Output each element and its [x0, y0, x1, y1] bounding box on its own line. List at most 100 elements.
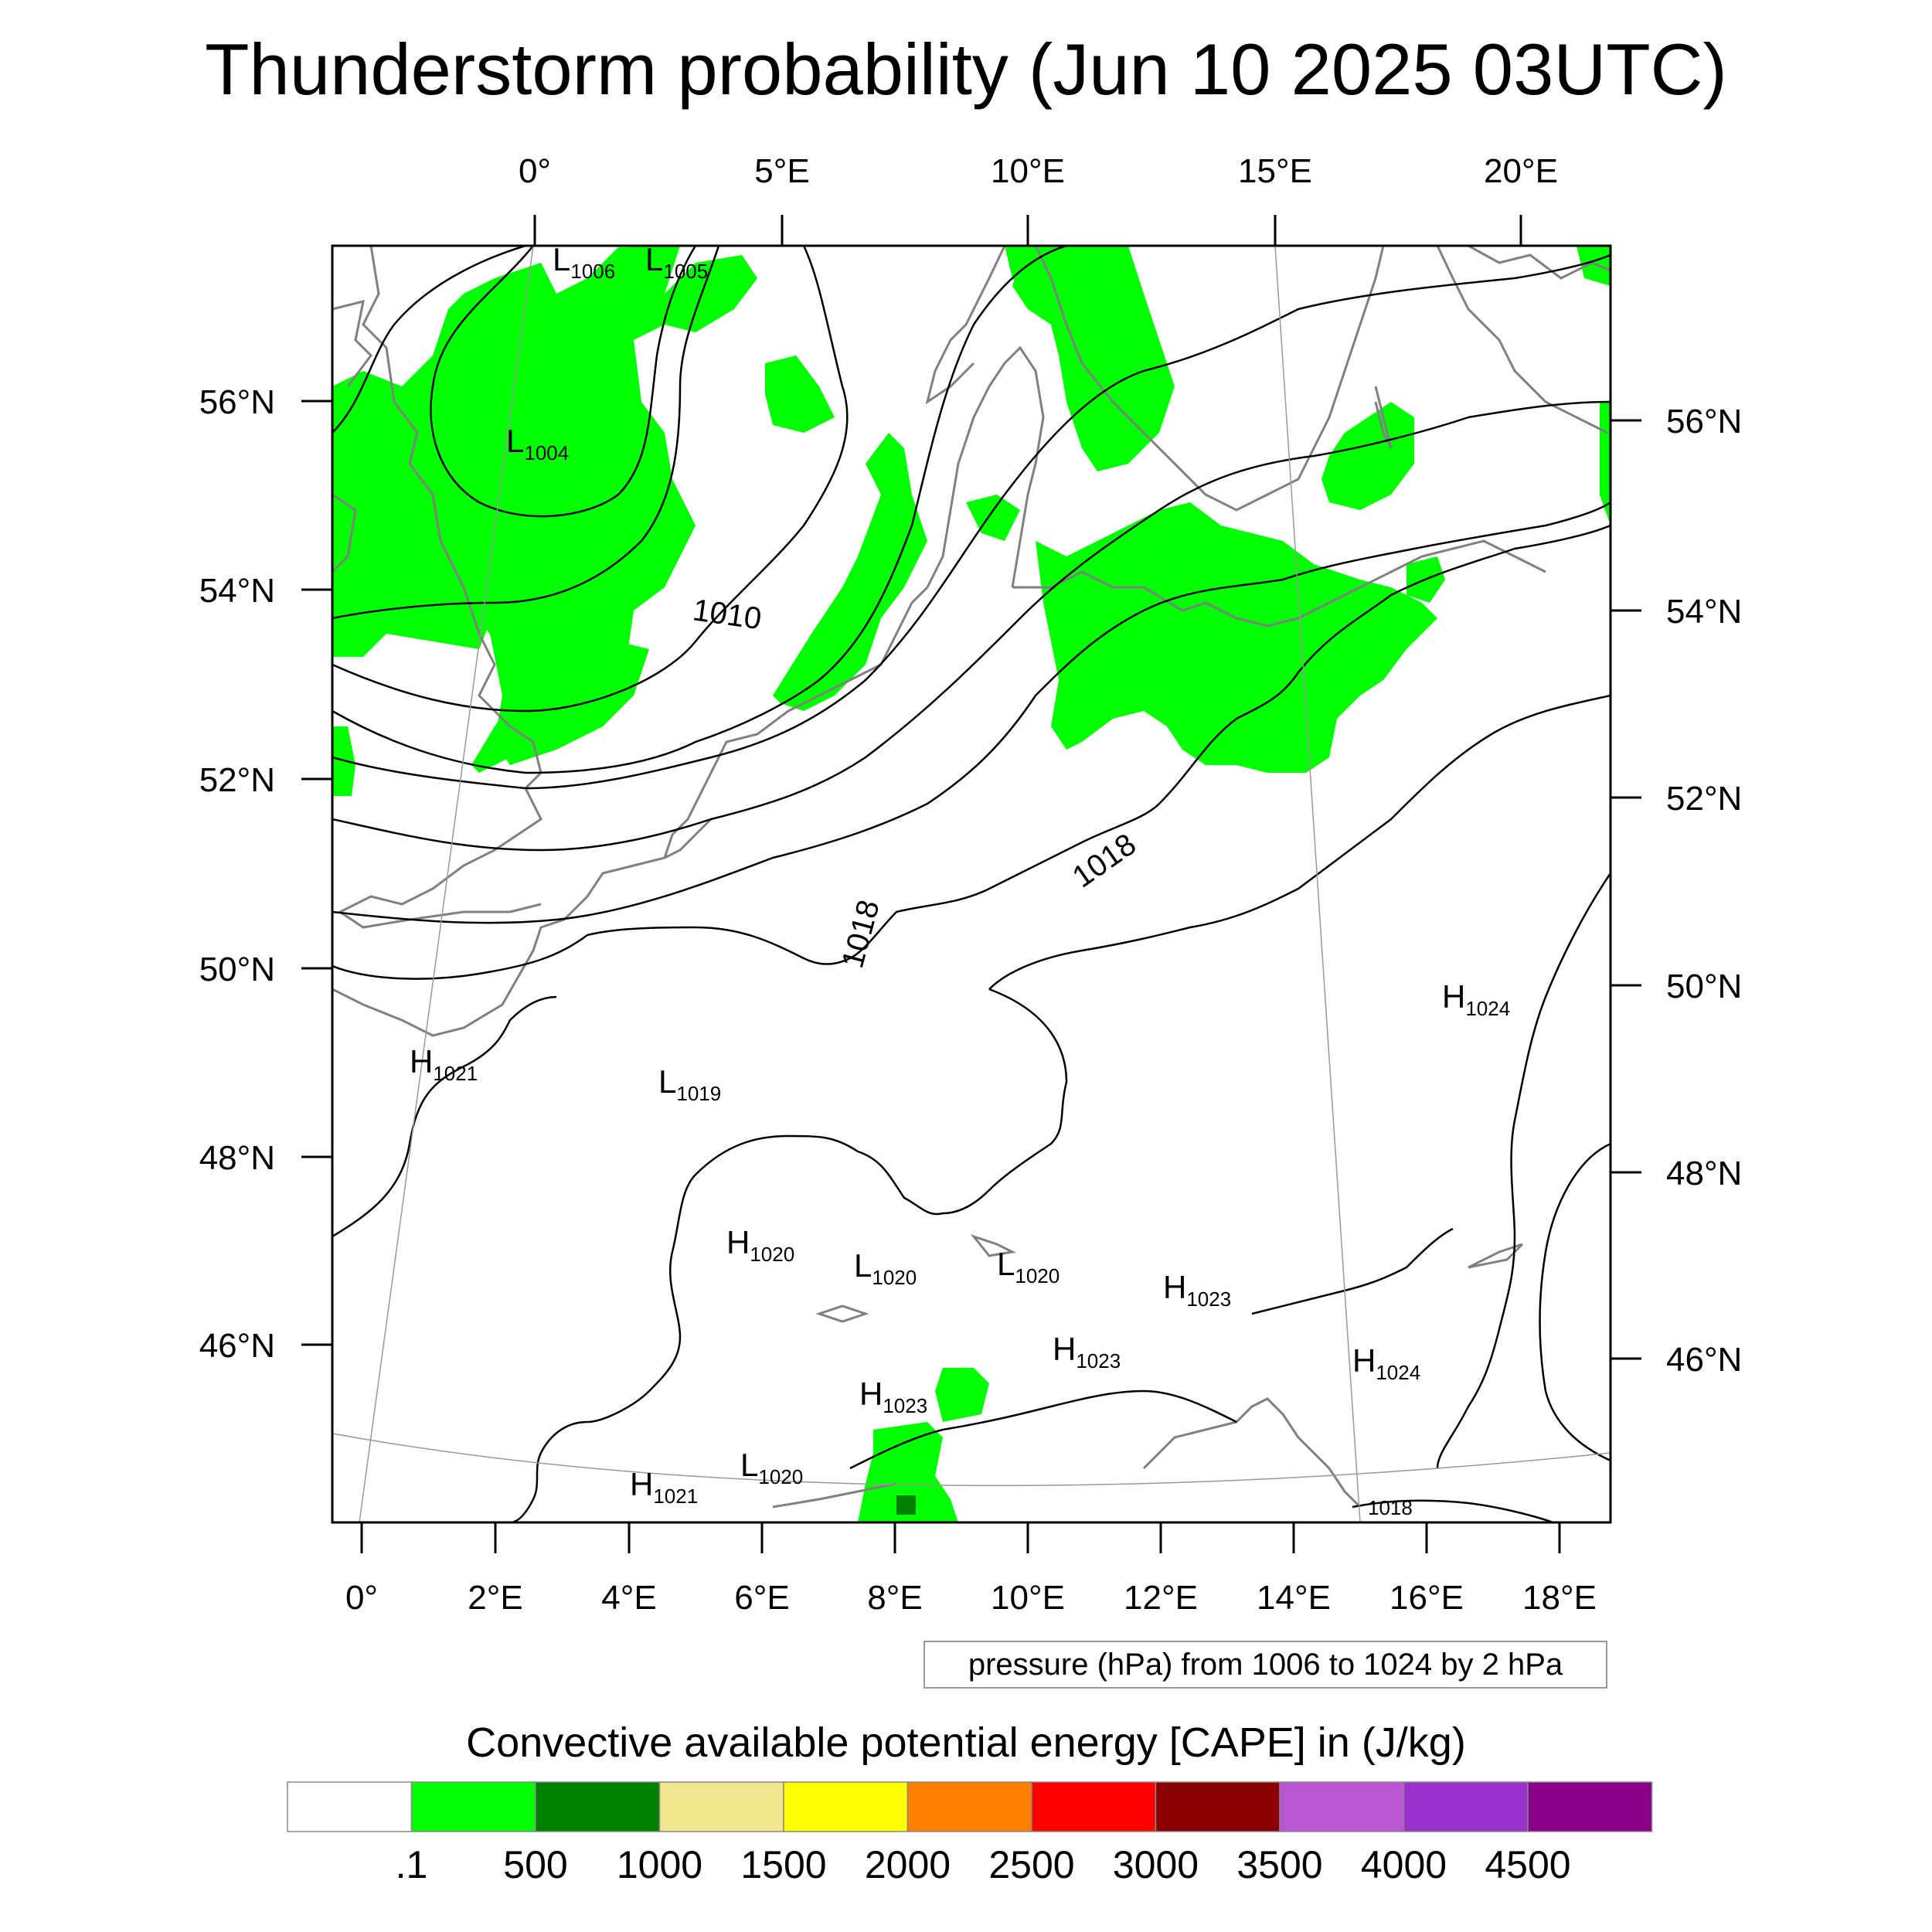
cape-area-bornholm — [966, 495, 1020, 541]
coastline-lake-constance — [970, 1233, 1016, 1257]
isobar-1020-alps — [509, 988, 1068, 1522]
center-type: H — [1053, 1331, 1076, 1367]
right-lat-labels: 56°N 54°N 52°N 50°N 48°N 46°N — [1666, 403, 1742, 1379]
cape-area-denmark-north — [1012, 246, 1175, 471]
center-value: 1023 — [1076, 1349, 1121, 1372]
center-type: L — [658, 1063, 676, 1100]
pressure-note: pressure (hPa) from 1006 to 1024 by 2 hP… — [923, 1641, 1607, 1689]
pressure-center-l: L1004 — [506, 423, 569, 464]
colorbar-label: 2000 — [865, 1843, 951, 1886]
cape-area-norway-east — [1577, 246, 1611, 286]
center-value: 1005 — [663, 260, 708, 283]
bottom-lon-label: 0° — [345, 1579, 378, 1617]
coastline-benelux — [663, 586, 929, 859]
center-type: H — [410, 1043, 433, 1080]
coastline-ligurian — [772, 1482, 897, 1509]
cape-area-ligurian-dark — [896, 1495, 916, 1515]
bottom-lon-label: 18°E — [1522, 1579, 1597, 1617]
pressure-center-l: L1020 — [740, 1447, 803, 1488]
pressure-center-h: H1021 — [410, 1043, 478, 1085]
colorbar-swatch — [658, 1781, 784, 1832]
center-value: 1020 — [1015, 1264, 1060, 1287]
bottom-lon-label: 4°E — [601, 1579, 656, 1617]
center-value: 1023 — [883, 1394, 927, 1417]
colorbar-swatch — [1403, 1781, 1529, 1832]
pressure-center-h: H1024 — [1442, 978, 1510, 1020]
left-lat-labels: 56°N 54°N 52°N 50°N 48°N 46°N — [199, 383, 275, 1365]
center-type: H — [1163, 1269, 1186, 1305]
isobar-1018 — [332, 524, 1611, 980]
coastline-jutland — [1003, 345, 1045, 588]
center-value: 1020 — [872, 1266, 917, 1289]
bottom-lon-label: 2°E — [468, 1579, 522, 1617]
center-type: H — [1442, 978, 1465, 1015]
colorbar-swatch — [1527, 1781, 1653, 1832]
center-type: L — [553, 241, 570, 277]
colorbar-swatch — [1279, 1781, 1405, 1832]
pressure-center-h: H1020 — [726, 1224, 794, 1266]
center-type: H — [630, 1466, 653, 1502]
right-lat-label: 50°N — [1666, 968, 1742, 1005]
colorbar-swatch — [1031, 1781, 1157, 1832]
pressure-center-h: H1023 — [859, 1376, 927, 1417]
coastline-gotland — [1374, 386, 1393, 449]
colorbar-title: Convective available potential energy [C… — [466, 1719, 1466, 1766]
isobar-1016 — [332, 501, 1611, 924]
center-type: L — [854, 1247, 872, 1284]
coastline-denmark-west — [926, 362, 1006, 588]
left-lat-label: 56°N — [199, 383, 275, 421]
isobar-1024-east — [1539, 1142, 1611, 1462]
coastline-norway — [925, 246, 1006, 405]
pressure-centers: L1006 L1005 L1004 H1021 L1019 H1024 H102… — [410, 241, 1510, 1508]
cape-area-north-sea — [332, 246, 757, 773]
colorbar-swatch — [410, 1781, 536, 1832]
right-lat-label: 56°N — [1666, 403, 1742, 440]
coastline-adriatic — [1142, 1397, 1362, 1509]
center-value: 1021 — [433, 1062, 478, 1085]
colorbar-swatch — [287, 1781, 413, 1832]
pressure-center-l: L1019 — [658, 1063, 721, 1105]
top-lon-label: 0° — [519, 152, 551, 190]
contour-label-1018-a: 1018 — [1066, 827, 1142, 894]
left-lat-label: 52°N — [199, 761, 275, 799]
isobar-1008 — [332, 246, 849, 713]
colorbar-swatch — [1155, 1781, 1281, 1832]
top-lon-label: 20°E — [1484, 152, 1558, 190]
center-value: 1004 — [524, 441, 569, 464]
pressure-center-l: L1020 — [997, 1246, 1060, 1287]
center-type: H — [1352, 1342, 1376, 1379]
right-lat-label: 54°N — [1666, 593, 1742, 631]
isobar-1006 — [332, 246, 526, 434]
bottom-lon-label: 16°E — [1389, 1579, 1464, 1617]
center-type: L — [740, 1447, 758, 1483]
tick-marks — [301, 215, 1641, 1553]
center-value: 1021 — [653, 1485, 698, 1508]
left-lat-label: 50°N — [199, 951, 275, 988]
bottom-lon-label: 6°E — [734, 1579, 789, 1617]
right-lat-label: 46°N — [1666, 1341, 1742, 1379]
isobar-1022-center — [1251, 1227, 1454, 1315]
center-value: 1024 — [1376, 1361, 1420, 1384]
coastline-balaton — [1468, 1243, 1524, 1269]
colorbar-label: 1500 — [740, 1843, 826, 1886]
isobar-1012 — [332, 253, 1611, 790]
pressure-center-h: H1023 — [1053, 1331, 1121, 1372]
colorbar-label: 4000 — [1361, 1843, 1447, 1886]
colorbar-label: 4500 — [1485, 1843, 1570, 1886]
bottom-lon-label: 14°E — [1257, 1579, 1331, 1617]
colorbar-label: 3000 — [1113, 1843, 1199, 1886]
coastline-ireland-hint — [332, 493, 357, 573]
isobar-1022-east — [1436, 872, 1611, 1469]
colorbar-label: 1000 — [617, 1843, 702, 1886]
center-type: L — [645, 241, 663, 277]
pressure-center-h: H1024 — [1352, 1342, 1420, 1384]
isobar-1010 — [332, 246, 1067, 774]
pressure-center-l: L1006 — [553, 241, 615, 283]
isobar-1004 — [430, 246, 697, 518]
coastline-germany-baltic — [1012, 539, 1546, 628]
center-type: H — [859, 1376, 883, 1412]
coastline-lake-geneva — [815, 1304, 869, 1323]
pressure-center-h: H1021 — [630, 1466, 698, 1508]
right-lat-label: 48°N — [1666, 1155, 1742, 1192]
cape-area-baltic — [1321, 402, 1414, 510]
